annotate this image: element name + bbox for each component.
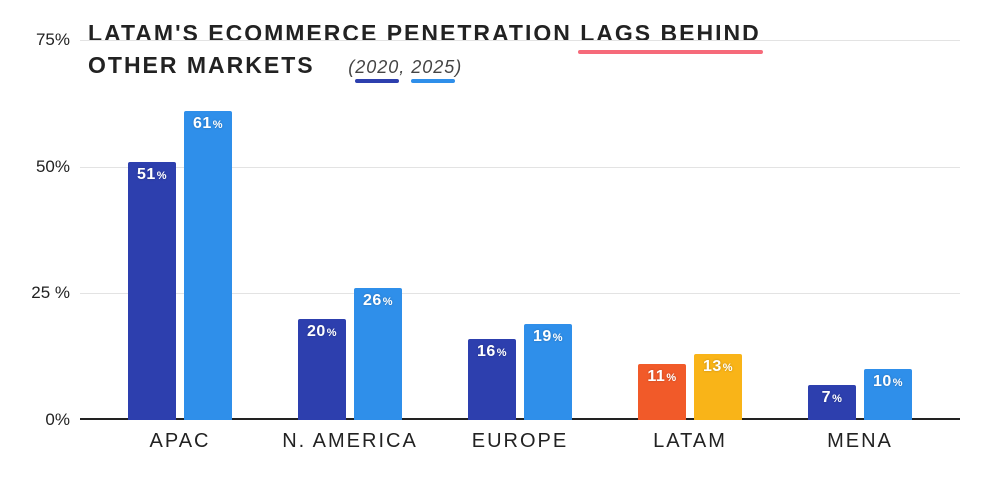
bar-value-label: 19%: [533, 328, 563, 346]
category-label: EUROPE: [472, 430, 568, 453]
bar: 7%: [808, 385, 856, 420]
ytick-label: 75%: [20, 30, 70, 50]
bar-group: 51%61%APAC: [110, 40, 250, 420]
ecommerce-penetration-chart: LATAM'S ECOMMERCE PENETRATION LAGS BEHIN…: [0, 0, 1000, 500]
plot-area: 51%61%APAC20%26%N. AMERICA16%19%EUROPE11…: [80, 40, 960, 420]
bar-value-label: 13%: [703, 358, 733, 376]
ytick-label: 25 %: [20, 283, 70, 303]
bar: 26%: [354, 288, 402, 420]
bar: 51%: [128, 162, 176, 420]
category-label: LATAM: [653, 430, 727, 453]
category-label: N. AMERICA: [282, 430, 418, 453]
bar-value-label: 26%: [363, 292, 393, 310]
bar-group: 16%19%EUROPE: [450, 40, 590, 420]
bar: 19%: [524, 324, 572, 420]
ytick-label: 50%: [20, 157, 70, 177]
bar-group: 7%10%MENA: [790, 40, 930, 420]
bar: 16%: [468, 339, 516, 420]
category-label: APAC: [150, 430, 211, 453]
bar-group: 20%26%N. AMERICA: [280, 40, 420, 420]
bar: 20%: [298, 319, 346, 420]
bar-value-label: 51%: [137, 166, 167, 184]
bar-group: 11%13%LATAM: [620, 40, 760, 420]
bar-value-label: 20%: [307, 323, 337, 341]
bar-value-label: 7%: [822, 389, 843, 407]
category-label: MENA: [827, 430, 893, 453]
bar-value-label: 16%: [477, 343, 507, 361]
bar: 13%: [694, 354, 742, 420]
ytick-label: 0%: [20, 410, 70, 430]
bar: 61%: [184, 111, 232, 420]
bar: 11%: [638, 364, 686, 420]
bar-value-label: 11%: [647, 368, 676, 386]
bar: 10%: [864, 369, 912, 420]
bar-value-label: 10%: [873, 373, 903, 391]
bar-value-label: 61%: [193, 115, 223, 133]
